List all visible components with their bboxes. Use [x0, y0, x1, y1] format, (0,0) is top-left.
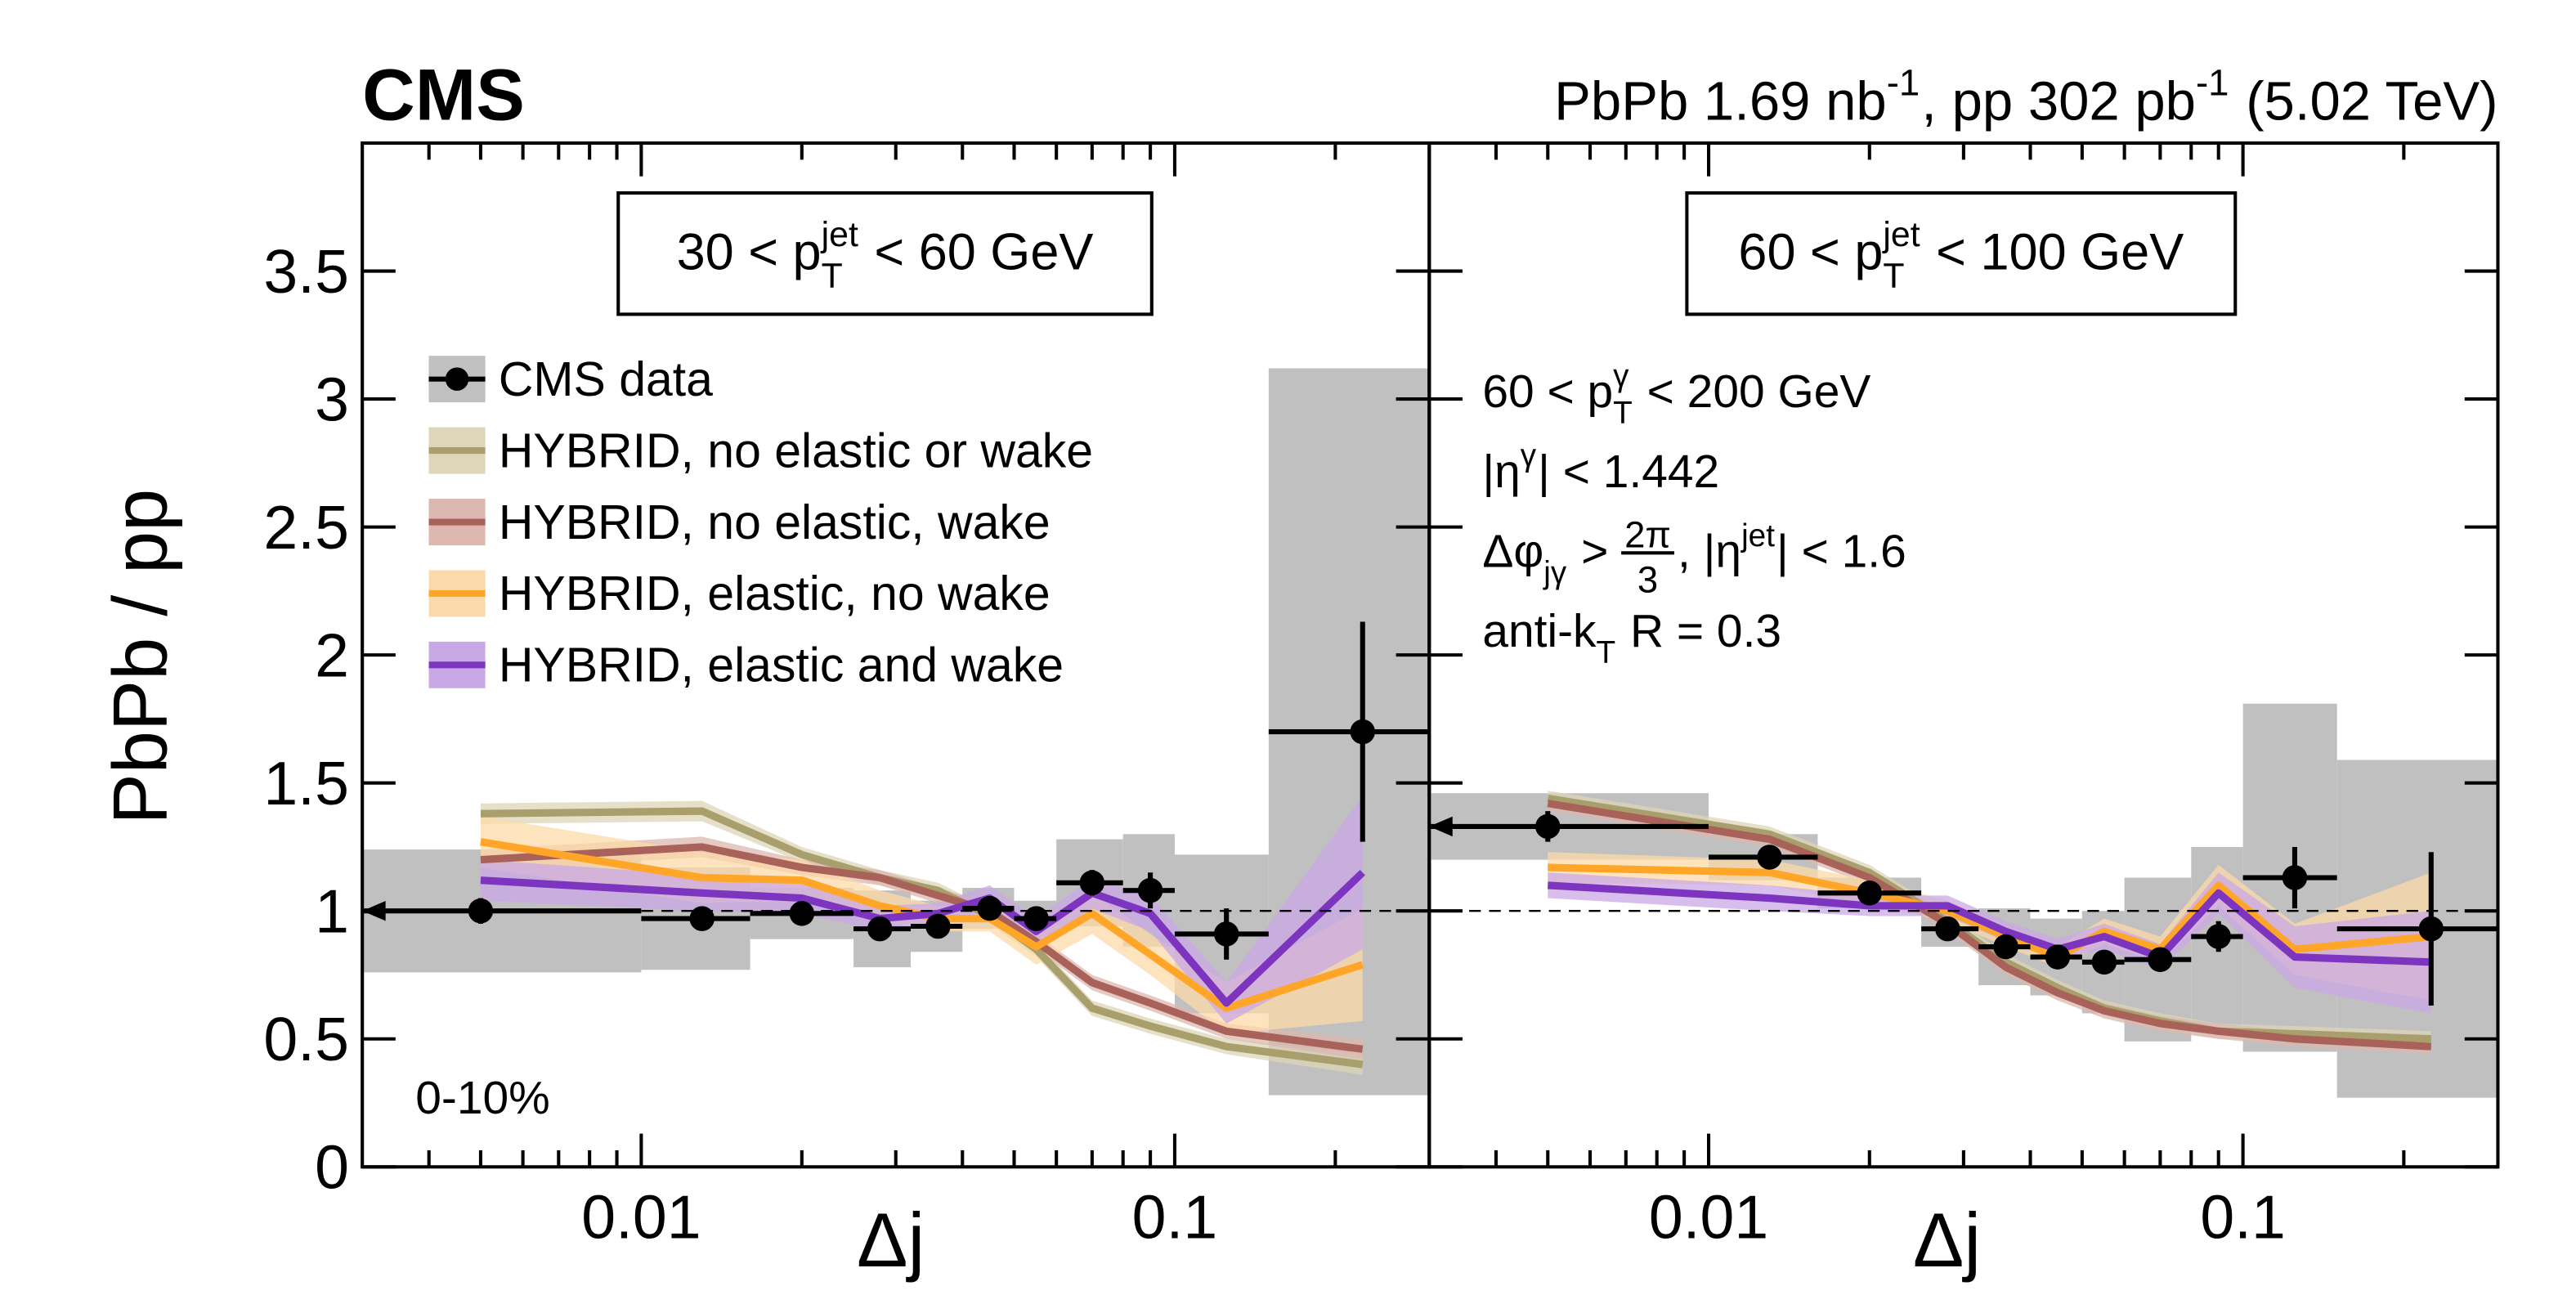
label-box [1685, 190, 2238, 316]
y-tick-label: 0 [315, 1133, 349, 1202]
data-point [867, 916, 893, 942]
model-band [1548, 795, 2431, 1055]
annotation-subscript: T [1613, 396, 1633, 431]
annotation: Δφ jγ > 2π3 , |η jet | < 1.6 [1482, 513, 1906, 600]
box-label-part: < 100 GeV [1922, 224, 2184, 281]
box-label-superscript: jet [1881, 215, 1920, 254]
data-point [1935, 916, 1960, 942]
data-point [1137, 877, 1163, 903]
annotation-superscript: γ [1521, 438, 1537, 473]
luminosity-label-part: (5.02 TeV) [2231, 71, 2498, 132]
annotation-subscript: T [1597, 635, 1616, 670]
luminosity-label-part: PbPb 1.69 nb [1554, 71, 1887, 132]
annotation: 60 < p γT < 200 GeV [1482, 359, 1870, 432]
x-tick-label: 0.1 [1132, 1183, 1218, 1252]
overflow-arrow [1429, 816, 1453, 837]
annotation-part: | < 1.442 [1538, 446, 1719, 498]
annotation-denominator: 3 [1637, 559, 1658, 601]
data-point [689, 906, 715, 931]
data-point [789, 901, 815, 926]
annotation-part: < 200 GeV [1634, 365, 1871, 418]
data-point [2418, 916, 2444, 942]
data-point [2148, 947, 2173, 972]
annotation-numerator: 2π [1624, 513, 1671, 555]
data-point [1213, 921, 1239, 947]
data-point [2282, 865, 2308, 890]
annotation-superscript: γ [1613, 359, 1629, 394]
luminosity-label-superscript: -1 [1887, 61, 1920, 103]
annotation-part: R = 0.3 [1617, 605, 1781, 657]
annotation-superscript: jet [1740, 518, 1775, 553]
legend-swatch [445, 367, 469, 391]
experiment-label: CMS [362, 54, 525, 136]
annotation-part: |η [1482, 446, 1520, 498]
annotation-part: Δφ [1482, 525, 1543, 577]
luminosity-label-part: , pp 302 pb [1921, 71, 2196, 132]
label-box [616, 190, 1154, 316]
annotation-part: > [1568, 525, 1621, 577]
x-axis-label: Δj [1913, 1197, 1981, 1283]
annotation: |η γ | < 1.442 [1482, 438, 1719, 498]
legend-label: HYBRID, no elastic, wake [499, 496, 1051, 549]
data-point [2045, 944, 2071, 970]
data-point [925, 913, 951, 939]
data-point [468, 898, 494, 924]
data-point [1535, 813, 1561, 840]
model-band [480, 795, 1363, 1024]
box-label-part: 60 < p [1738, 224, 1883, 281]
data-point [1857, 881, 1883, 906]
data-point [1350, 719, 1376, 745]
box-label-part: < 60 GeV [860, 224, 1094, 281]
box-label-subscript: T [1883, 257, 1904, 296]
data-point [1757, 845, 1782, 870]
data-point [1079, 870, 1105, 896]
legend-label: HYBRID, elastic, no wake [499, 567, 1051, 621]
data-point [1024, 906, 1049, 931]
annotation-subscript: jγ [1543, 555, 1567, 590]
data-point [2091, 949, 2117, 975]
luminosity-label: PbPb 1.69 nb -1, pp 302 pb -1 (5.02 TeV) [1554, 61, 2498, 132]
data-point [977, 895, 1002, 921]
annotation: 0-10% [415, 1072, 550, 1124]
legend-label: CMS data [499, 353, 713, 406]
legend-label: HYBRID, no elastic or wake [499, 424, 1093, 477]
y-tick-label: 1 [315, 877, 349, 946]
y-tick-label: 3.5 [263, 237, 349, 306]
luminosity-label-superscript: -1 [2196, 61, 2229, 103]
y-tick-label: 2 [315, 621, 349, 690]
data-point [2206, 924, 2231, 949]
x-tick-label: 0.1 [2200, 1183, 2286, 1252]
x-tick-label: 0.01 [1649, 1183, 1768, 1252]
model-band [480, 800, 1363, 1075]
x-axis-label: Δj [857, 1197, 925, 1283]
data-point [1993, 934, 2018, 960]
annotation-part: 0-10% [415, 1072, 550, 1124]
box-label-superscript: jet [820, 215, 858, 254]
annotation-part: 60 < p [1482, 365, 1613, 418]
annotation-part: | < 1.6 [1776, 525, 1906, 577]
y-tick-label: 3 [315, 365, 349, 434]
y-tick-label: 2.5 [263, 493, 349, 562]
annotation-part: anti-k [1482, 605, 1597, 657]
y-axis-label: PbPb / pp [96, 489, 182, 825]
annotation-part: , |η [1678, 525, 1741, 577]
model-band [1548, 872, 2431, 1014]
annotation: anti-k T R = 0.3 [1482, 605, 1781, 670]
y-tick-label: 0.5 [263, 1005, 349, 1073]
legend-label: HYBRID, elastic and wake [499, 639, 1064, 692]
box-label-part: 30 < p [677, 224, 822, 281]
model-line [1547, 800, 2432, 1051]
x-tick-label: 0.01 [581, 1183, 701, 1252]
box-label-subscript: T [822, 257, 843, 296]
y-tick-label: 1.5 [263, 749, 349, 818]
